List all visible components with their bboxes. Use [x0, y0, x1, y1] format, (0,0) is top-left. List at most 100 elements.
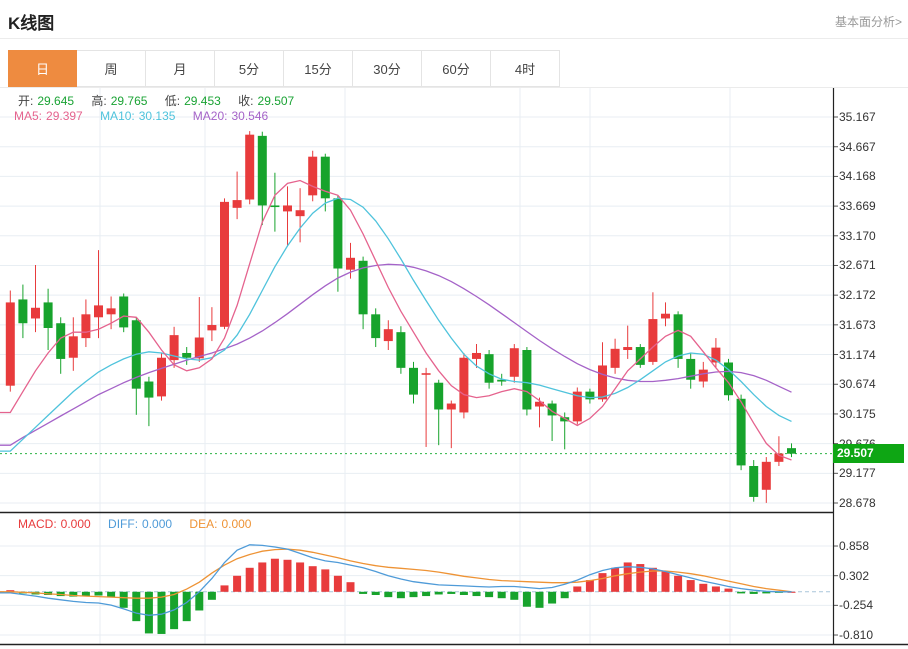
candle-body	[547, 403, 557, 416]
close-label: 收:	[238, 94, 254, 108]
price-tick-label: 28.678	[839, 495, 876, 510]
macd-bar	[144, 591, 153, 634]
candle-body	[245, 134, 255, 200]
candle-body	[371, 314, 381, 339]
macd-bar	[497, 591, 506, 599]
dea-label: DEA:	[189, 517, 218, 531]
candle-body	[421, 373, 431, 375]
macd-bar	[182, 591, 191, 622]
candle-body	[31, 307, 40, 319]
macd-bar	[308, 566, 317, 592]
candle-body	[673, 314, 683, 359]
macd-bar	[724, 588, 733, 592]
fundamental-analysis-link[interactable]: 基本面分析>	[834, 15, 902, 29]
dea-line	[0, 548, 792, 599]
macd-bar	[623, 562, 632, 592]
macd-bar	[749, 591, 758, 594]
macd-bar	[737, 591, 746, 594]
macd-bar	[346, 582, 355, 592]
diff-value: 0.000	[142, 517, 173, 531]
ma5-label: MA5:	[14, 109, 43, 123]
current-price-badge: 29.507	[833, 444, 904, 464]
tab-4hour[interactable]: 4时	[491, 50, 560, 87]
macd-bar	[585, 580, 594, 592]
ma5-line	[0, 179, 792, 461]
macd-bar	[560, 591, 569, 599]
tab-30min[interactable]: 30分	[353, 50, 422, 87]
macd-bar	[535, 591, 544, 608]
macd-bar	[132, 591, 141, 622]
candle-body	[484, 354, 494, 383]
macd-bar	[195, 591, 204, 611]
macd-tick-label: 0.302	[839, 568, 870, 583]
macd-bar	[283, 559, 292, 592]
macd-bar	[81, 591, 90, 597]
candle-body	[509, 348, 519, 377]
diff-line	[0, 544, 792, 616]
macd-bar	[661, 571, 670, 592]
tab-month[interactable]: 月	[146, 50, 215, 87]
period-tabs: 日 周 月 5分 15分 30分 60分 4时	[0, 50, 908, 88]
low-value: 29.453	[184, 94, 221, 108]
candlestick-canvas	[0, 88, 908, 646]
candle-body	[144, 381, 154, 398]
candle-body	[308, 156, 318, 196]
macd-bar	[258, 562, 267, 592]
macd-bar	[522, 591, 531, 607]
macd-bar	[422, 591, 431, 597]
price-tick-label: 34.168	[839, 169, 876, 184]
ma10-label: MA10:	[100, 109, 135, 123]
candle-body	[119, 296, 129, 328]
macd-bar	[157, 591, 166, 634]
price-tick-label: 30.674	[839, 377, 876, 392]
candle-body	[711, 347, 721, 363]
candle-body	[220, 201, 229, 327]
candle-body	[320, 156, 330, 199]
macd-bar	[648, 567, 657, 592]
macd-bar	[245, 567, 254, 592]
close-value: 29.507	[257, 94, 295, 108]
candle-body	[194, 337, 204, 359]
candle-body	[446, 403, 456, 410]
open-value: 29.645	[37, 94, 75, 108]
macd-tick-label: -0.254	[839, 598, 874, 613]
ma10-value: 30.135	[138, 109, 176, 123]
macd-bar	[510, 591, 519, 600]
candle-body	[346, 257, 355, 270]
header: K线图 基本面分析>	[0, 0, 908, 39]
tab-15min[interactable]: 15分	[284, 50, 353, 87]
price-tick-label: 31.673	[839, 317, 876, 332]
candle-body	[459, 357, 469, 413]
macd-bar	[762, 591, 771, 594]
high-value: 29.765	[110, 94, 148, 108]
candle-body	[610, 348, 620, 368]
candle-body	[358, 260, 368, 315]
candle-body	[686, 358, 696, 380]
macd-bar	[598, 573, 607, 592]
macd-bar	[333, 575, 342, 592]
macd-bar	[447, 591, 456, 594]
candle-body	[724, 362, 733, 396]
macd-bar	[371, 591, 380, 596]
tab-5min[interactable]: 5分	[215, 50, 284, 87]
macd-bar	[485, 591, 494, 598]
price-tick-label: 35.167	[839, 110, 876, 124]
candle-body	[623, 347, 633, 351]
ma5-value: 29.397	[46, 109, 83, 123]
candle-body	[736, 398, 746, 466]
price-tick-label: 29.177	[839, 466, 876, 481]
price-tick-label: 33.170	[839, 228, 876, 243]
macd-value: 0.000	[60, 517, 91, 531]
macd-bar	[6, 590, 15, 592]
candle-body	[635, 347, 645, 365]
tab-60min[interactable]: 60分	[422, 50, 491, 87]
dea-value: 0.000	[221, 517, 252, 531]
candle-body	[648, 319, 658, 362]
tab-week[interactable]: 周	[77, 50, 146, 87]
price-tick-label: 34.667	[839, 139, 876, 154]
tab-day[interactable]: 日	[8, 50, 77, 87]
price-tick-label: 32.671	[839, 258, 876, 273]
candle-body	[333, 198, 343, 269]
macd-bar	[119, 591, 128, 608]
macd-bar	[359, 591, 368, 594]
